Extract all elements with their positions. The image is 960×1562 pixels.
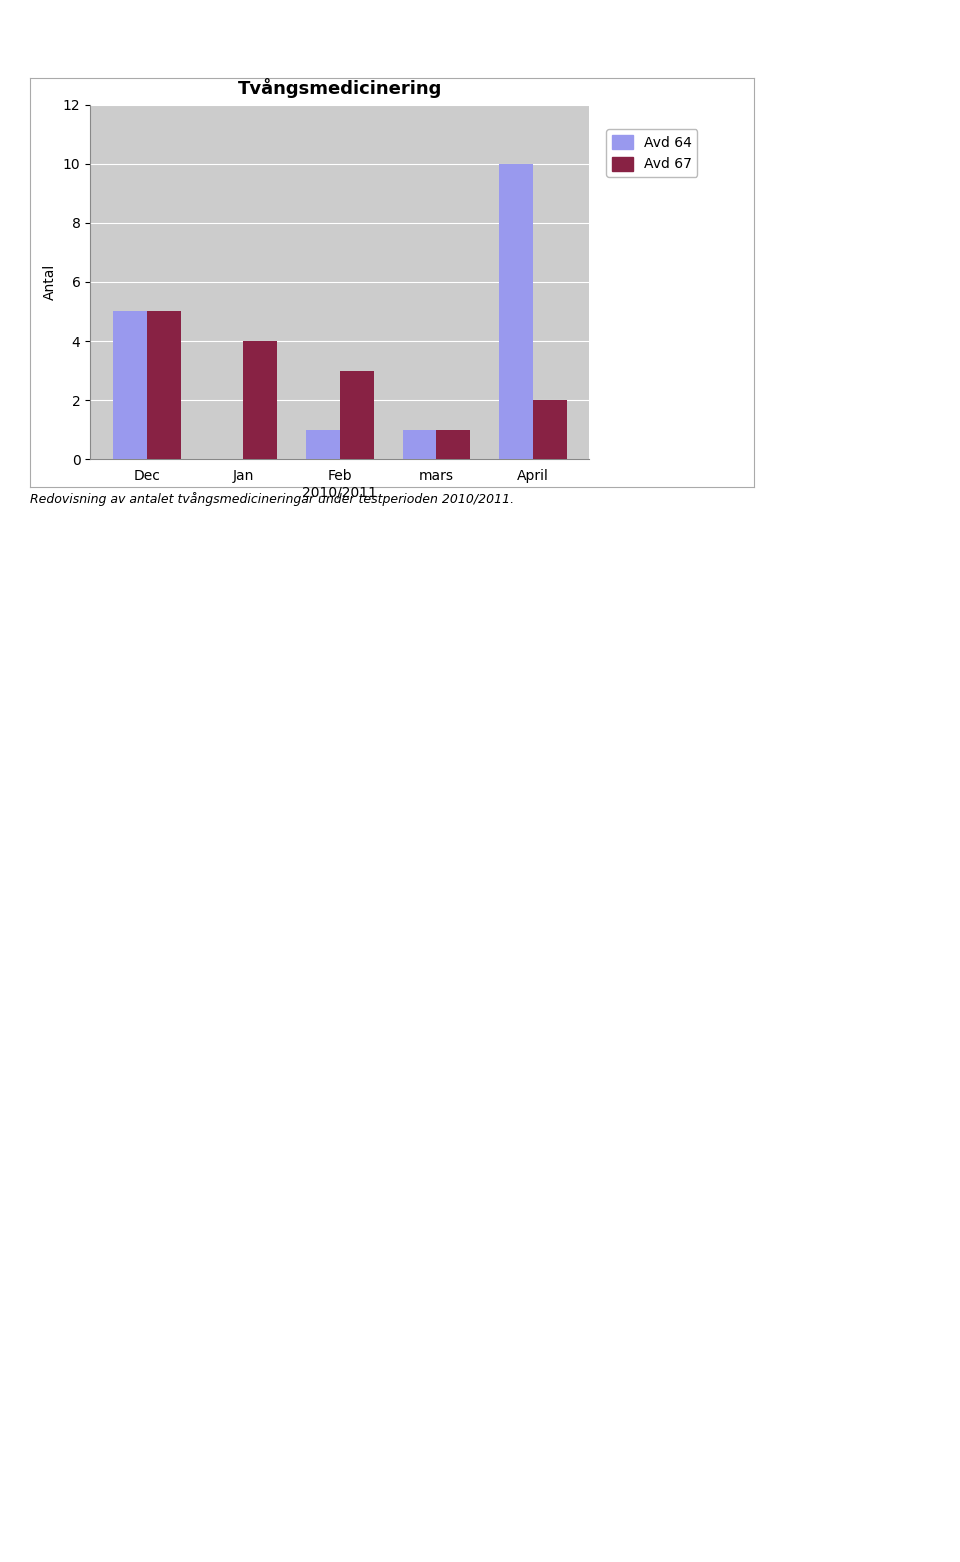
Text: Redovisning av antalet tvångsmedicineringar under testperioden 2010/2011.: Redovisning av antalet tvångsmedicinerin…	[30, 492, 514, 506]
Y-axis label: Antal: Antal	[43, 264, 58, 300]
X-axis label: 2010/2011: 2010/2011	[302, 486, 377, 500]
Bar	[243, 341, 277, 459]
Bar	[113, 311, 147, 459]
Legend: Avd 64, Avd 67: Avd 64, Avd 67	[607, 130, 697, 177]
Title: Tvångsmedicinering: Tvångsmedicinering	[238, 78, 442, 97]
Bar	[533, 400, 566, 459]
Bar	[147, 311, 180, 459]
Bar	[402, 430, 437, 459]
Bar	[437, 430, 470, 459]
Bar	[306, 430, 340, 459]
Bar	[499, 164, 533, 459]
Bar	[340, 370, 373, 459]
